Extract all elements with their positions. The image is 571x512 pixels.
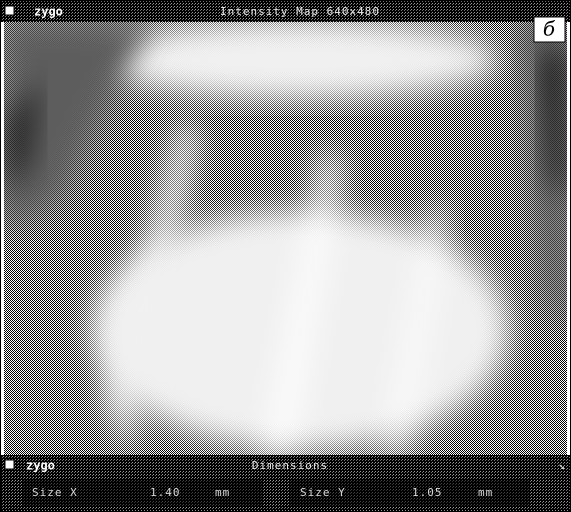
window-menu-button[interactable] <box>5 6 14 15</box>
resize-handle[interactable]: ↘ <box>558 459 566 472</box>
dimensions-menu-button[interactable] <box>5 460 14 469</box>
field-unit: mm <box>215 486 230 499</box>
screenshot: zygo Intensity Map 640x480 б zygo Dimens… <box>0 0 571 512</box>
intensity-image <box>4 20 567 455</box>
field-value: 1.40 <box>150 486 181 499</box>
page: {"window": {"logo": "zygo", "title": "In… <box>0 0 571 512</box>
panel-label: б <box>543 17 556 41</box>
field-unit: mm <box>478 486 493 499</box>
dimensions-title: Dimensions <box>252 459 328 472</box>
window-title: Intensity Map 640x480 <box>220 5 380 18</box>
field-label: Size X <box>32 486 78 499</box>
field-label: Size Y <box>300 486 346 499</box>
app-logo: zygo <box>34 5 63 19</box>
field-value: 1.05 <box>412 486 443 499</box>
dimensions-logo: zygo <box>26 459 55 473</box>
